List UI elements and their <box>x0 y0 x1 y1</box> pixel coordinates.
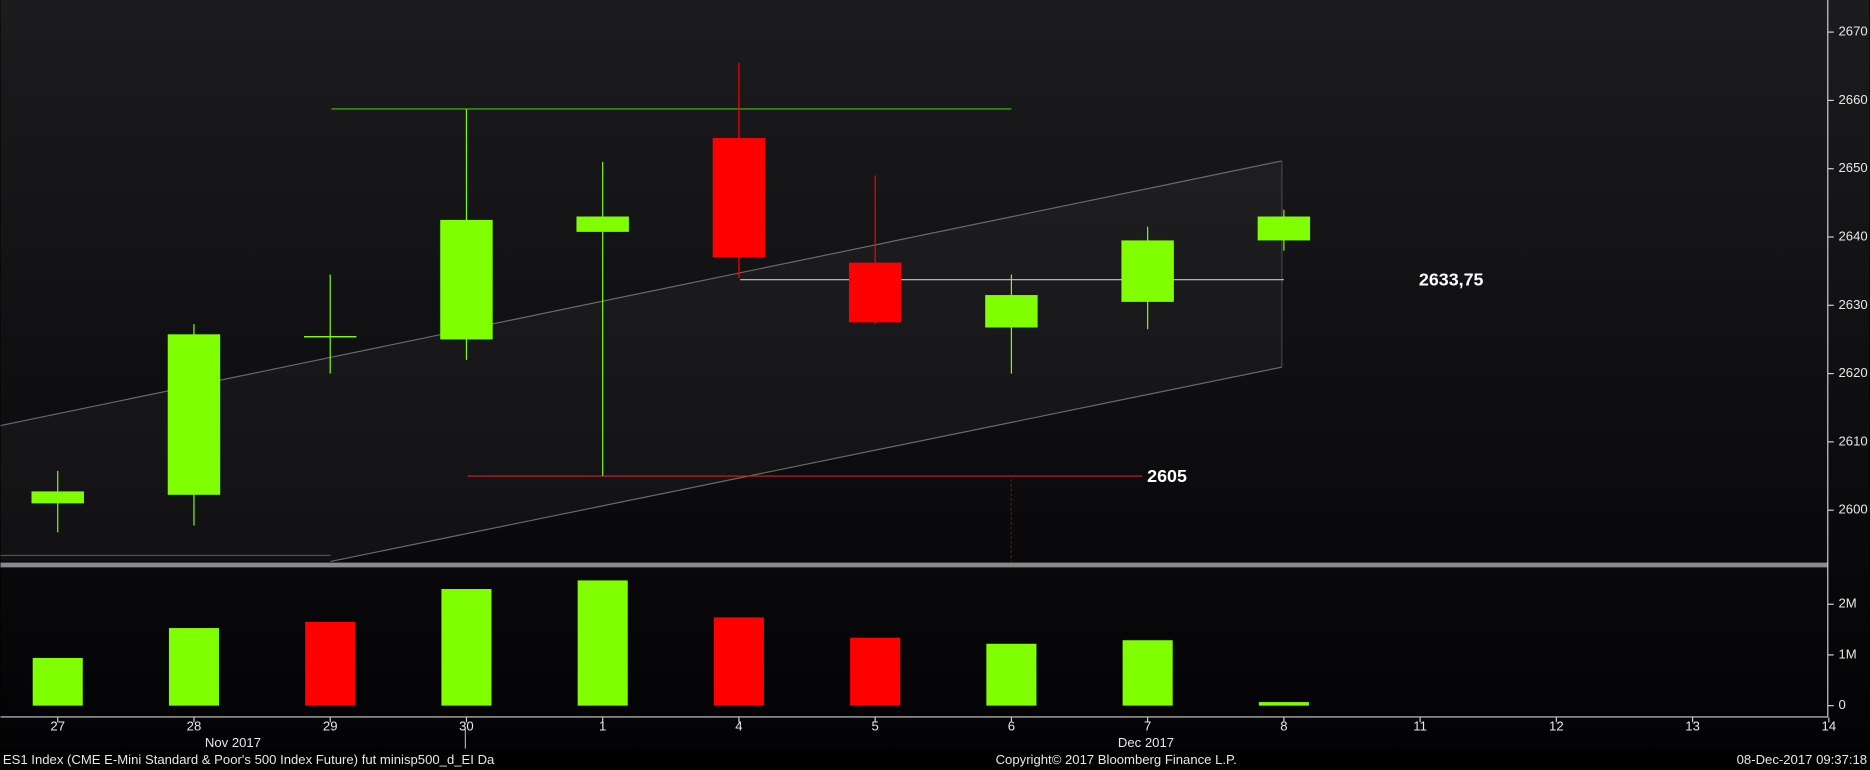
x-tick-label: 14 <box>1822 719 1837 734</box>
x-tick-label: 29 <box>323 719 338 734</box>
volume-bar <box>441 589 492 706</box>
y-tick-label: 2620 <box>1838 365 1867 380</box>
candle-body <box>712 137 766 258</box>
y-tick-label: 2600 <box>1838 502 1867 517</box>
footer-right: 08-Dec-2017 09:37:18 <box>1737 752 1867 767</box>
x-tick-label: 12 <box>1549 719 1564 734</box>
volume-tick-label: 0 <box>1838 697 1845 712</box>
channel-lower <box>330 366 1282 562</box>
x-tick-label: 27 <box>50 719 65 734</box>
level-label: 2605 <box>1147 466 1187 486</box>
x-tick-label: 7 <box>1144 719 1151 734</box>
volume-tick-label: 2M <box>1838 596 1856 611</box>
candle-body <box>848 262 902 323</box>
volume-bar <box>1122 640 1173 706</box>
footer-left: ES1 Index (CME E-Mini Standard & Poor's … <box>3 752 495 767</box>
y-tick-label: 2650 <box>1838 160 1867 175</box>
x-tick-label: 5 <box>872 719 879 734</box>
y-tick-label: 2660 <box>1838 92 1867 107</box>
candle-body <box>167 334 221 495</box>
footer-bar <box>0 750 1870 770</box>
volume-bar <box>577 580 628 706</box>
volume-tick-label: 1M <box>1838 646 1856 661</box>
x-tick-label: 13 <box>1685 719 1700 734</box>
volume-bar <box>1258 702 1309 706</box>
candle-body <box>440 219 493 340</box>
y-tick-label: 2670 <box>1838 24 1867 39</box>
panel-separator <box>0 562 1828 568</box>
volume-bar <box>850 637 901 706</box>
level-label: 2633,75 <box>1419 270 1484 290</box>
y-tick-label: 2640 <box>1838 228 1867 243</box>
candle-body <box>1257 216 1311 241</box>
x-tick-label: 30 <box>459 719 474 734</box>
month-label: Dec 2017 <box>1118 735 1174 750</box>
footer-center: Copyright© 2017 Bloomberg Finance L.P. <box>996 752 1237 767</box>
candle-body <box>303 336 357 338</box>
x-tick-label: 11 <box>1413 719 1427 734</box>
x-tick-label: 6 <box>1008 719 1015 734</box>
y-tick-label: 2610 <box>1838 433 1867 448</box>
candle-body <box>576 216 629 232</box>
candle-body <box>31 491 84 504</box>
x-tick-label: 8 <box>1280 719 1287 734</box>
volume-bar <box>713 617 764 706</box>
candle-body <box>985 295 1038 328</box>
volume-bar <box>168 628 219 706</box>
x-tick-label: 1 <box>599 719 606 734</box>
x-tick-label: 28 <box>187 719 202 734</box>
volume-bar <box>32 657 83 706</box>
x-tick-label: 4 <box>735 719 742 734</box>
month-label: Nov 2017 <box>205 735 261 750</box>
volume-bar <box>986 643 1037 706</box>
volume-bar <box>305 621 356 706</box>
candle-body <box>1121 240 1174 302</box>
y-tick-label: 2630 <box>1838 297 1867 312</box>
